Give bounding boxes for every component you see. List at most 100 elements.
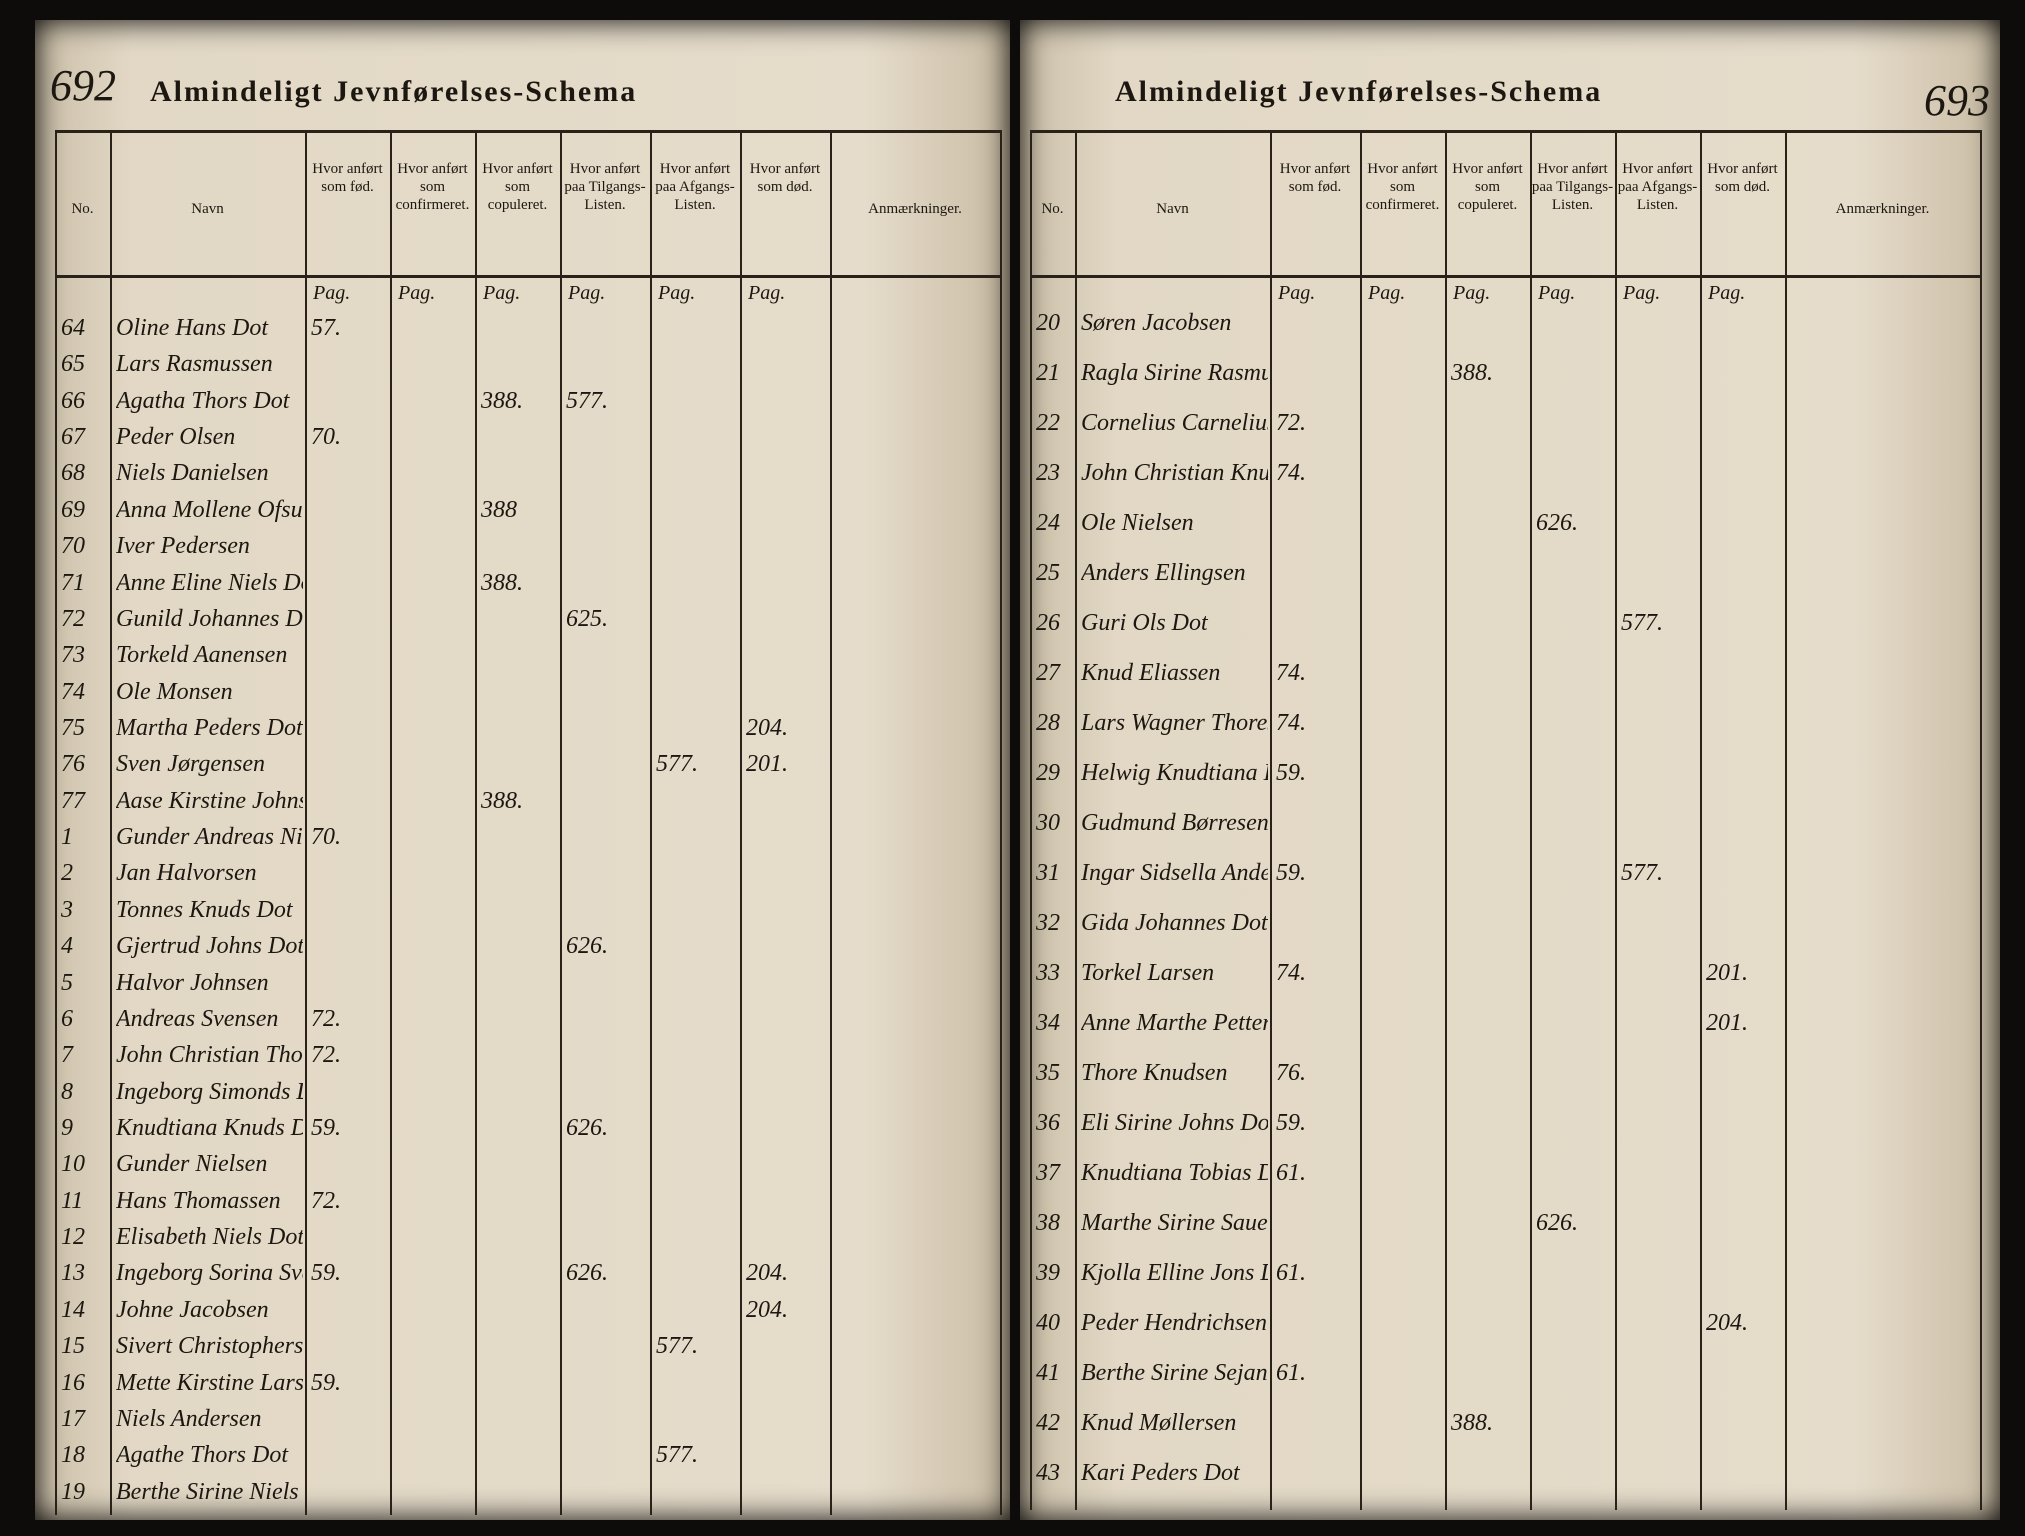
person-name: Marthe Sirine Sauels Dot [1081,1210,1268,1236]
column-rule [1000,130,1002,1515]
page-reference: 204. [746,715,788,741]
page-reference: 388 [481,496,517,523]
column-rule [650,130,652,1515]
person-name: Agathe Thors Dot [116,1442,289,1469]
row-number: 71 [61,569,85,596]
person-name: Cornelius Carnelius Sen [1081,410,1268,436]
row-number: 32 [1036,910,1060,936]
column-rule [1270,130,1272,1510]
row-number: 35 [1036,1060,1060,1086]
person-name: Søren Jacobsen [1081,310,1232,336]
column-header: Hvor anført paa Afgangs-Listen. [655,161,735,213]
person-name: Johne Jacobsen [116,1296,269,1323]
column-rule [1615,130,1617,1510]
person-name: Torkel Larsen [1081,960,1215,986]
column-rule [740,130,742,1515]
page-reference: 577. [656,751,698,778]
row-number: 5 [61,969,73,996]
pag-label: Pag. [748,282,786,304]
page-reference: 72. [311,1042,341,1069]
page-reference: 388. [481,787,523,814]
column-rule [1700,130,1702,1510]
page-reference: 201. [1706,1010,1748,1036]
person-name: Elisabeth Niels Dot [116,1224,303,1251]
row-number: 73 [61,642,85,669]
person-name: Kjolla Elline Jons Dot [1081,1260,1268,1286]
page-reference: 625. [566,605,608,632]
person-name: Knudtiana Tobias Dot [1081,1160,1268,1186]
row-number: 67 [61,424,85,451]
row-number: 22 [1036,410,1060,436]
page-reference: 626. [1536,1210,1578,1236]
person-name: Jan Halvorsen [116,860,257,887]
right-page: Almindeligt Jevnførelses-Schema 693 No. Nav… [1020,20,2000,1520]
page-reference: 57. [311,315,341,341]
row-number: 66 [61,387,85,414]
column-header: No. [71,201,94,217]
row-number: 74 [61,678,85,705]
person-name: Andreas Svensen [116,1005,279,1032]
page-reference: 59. [311,1115,341,1141]
person-name: Gida Johannes Dot [1081,910,1268,936]
page-reference: 59. [311,1369,341,1396]
page-reference: 61. [1276,1360,1306,1386]
person-name: Mette Kirstine Lars Dot [116,1369,303,1396]
person-name: Gudmund Børresen [1081,810,1268,836]
pag-label: Pag. [1278,282,1316,304]
column-header: Hvor anført som confirmeret. [1365,161,1440,213]
page-reference: 72. [311,1187,341,1214]
page-reference: 59. [311,1260,341,1287]
pag-label: Pag. [658,282,696,304]
person-name: Berthe Sirine Sejans Dot [1081,1360,1268,1386]
person-name: Helwig Knudtiana Ericka Dot [1081,760,1268,786]
row-number: 40 [1036,1310,1060,1336]
person-name: Knud Møllersen [1081,1410,1237,1436]
person-name: Gunder Andreas Nielsen [116,824,303,851]
person-name: Ole Monsen [116,678,233,705]
page-number: 693 [1924,76,1990,125]
page-reference: 626. [566,1260,608,1287]
row-number: 68 [61,460,85,487]
person-name: Guri Ols Dot [1081,610,1208,636]
page-reference: 577. [566,387,608,414]
row-number: 14 [61,1296,85,1323]
page-reference: 59. [1276,1110,1306,1136]
page-reference: 59. [1276,860,1306,886]
row-number: 26 [1036,610,1060,636]
page-reference: 61. [1276,1260,1306,1286]
person-name: Niels Andersen [116,1405,262,1432]
page-reference: 577. [1621,610,1663,636]
column-header: Hvor anført paa Tilgangs-Listen. [1531,161,1614,213]
row-number: 20 [1036,310,1060,336]
header-rule [1030,130,1980,133]
pag-label: Pag. [483,282,521,304]
page-reference: 70. [311,424,341,451]
person-name: Knud Eliassen [1081,660,1221,686]
row-number: 69 [61,496,85,523]
row-number: 21 [1036,360,1060,386]
person-name: Ole Nielsen [1081,510,1194,536]
person-name: Halvor Johnsen [116,969,269,996]
person-name: Kari Peders Dot [1081,1460,1240,1486]
page-reference: 388. [1451,1410,1493,1436]
row-number: 8 [61,1078,73,1105]
pag-label: Pag. [1708,282,1746,304]
person-name: Peder Hendrichsen [1081,1310,1267,1336]
pag-label: Pag. [313,282,351,304]
row-number: 28 [1036,710,1060,736]
person-name: Anna Mollene Ofsun Dot [116,496,303,523]
page-reference: 74. [1276,460,1306,486]
column-header: Navn [191,201,224,217]
page-reference: 577. [656,1333,698,1360]
pag-label: Pag. [1538,282,1576,304]
person-name: Berthe Sirine Niels Dot [116,1478,303,1505]
column-rule [1030,130,1032,1510]
row-number: 1 [61,824,73,851]
column-rule [475,130,477,1515]
page-reference: 577. [656,1442,698,1469]
header-rule [55,130,1000,133]
person-name: Ingeborg Simonds Dot [116,1078,303,1105]
person-name: Martha Peders Dot [116,715,303,741]
row-number: 18 [61,1442,85,1469]
person-name: Gjertrud Johns Dot [116,933,303,960]
